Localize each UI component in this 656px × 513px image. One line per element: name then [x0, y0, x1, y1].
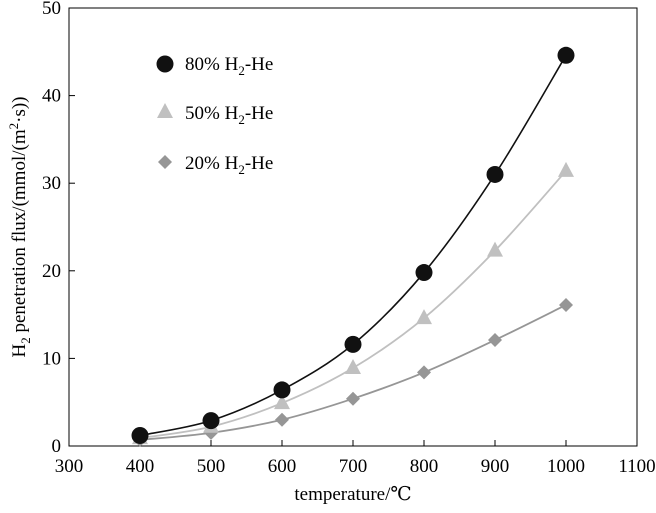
y-tick-label: 0 — [52, 436, 62, 457]
x-tick-label: 600 — [268, 456, 297, 477]
data-point-50 — [345, 359, 361, 375]
data-point-80 — [557, 46, 575, 64]
legend-item-20: 20% H2-He — [158, 153, 273, 177]
data-point-80 — [131, 426, 149, 444]
y-tick-label: 20 — [42, 261, 61, 282]
data-point-20 — [275, 412, 289, 427]
y-tick-label: 50 — [42, 0, 61, 19]
data-point-20 — [488, 333, 502, 348]
data-point-50 — [487, 241, 503, 257]
x-axis-ticks: 300 400 500 600 700 800 900 1000 1100 — [55, 440, 656, 477]
plot-frame — [68, 7, 638, 447]
legend-label-50: 50% H2-He — [185, 103, 273, 127]
y-axis-ticks: 0 10 20 30 40 50 — [42, 0, 75, 457]
y-axis-title-rest: penetration flux/(mmol/(m — [9, 129, 30, 337]
legend-label-20: 20% H2-He — [185, 153, 273, 177]
y-axis-title-subscript: 2 — [18, 337, 33, 344]
legend-marker-50 — [157, 103, 173, 118]
y-axis-title-end: ·s)) — [9, 96, 30, 122]
data-point-80 — [415, 264, 433, 282]
x-tick-label: 1100 — [618, 456, 655, 477]
x-tick-label: 300 — [55, 456, 84, 477]
legend-item-80: 80% H2-He — [156, 54, 273, 78]
data-point-20 — [559, 297, 573, 312]
legend-marker-20 — [158, 155, 172, 169]
data-point-80 — [273, 381, 291, 399]
x-tick-label: 500 — [197, 456, 226, 477]
data-point-20 — [417, 365, 431, 380]
series-80 — [131, 46, 575, 444]
series-layer — [131, 46, 575, 447]
data-point-50 — [416, 309, 432, 325]
y-tick-label: 10 — [42, 348, 61, 369]
y-axis-title-main: H — [9, 344, 30, 358]
x-axis-title: temperature/℃ — [294, 484, 411, 505]
data-point-80 — [486, 165, 504, 183]
legend-marker-80 — [156, 55, 174, 73]
legend-item-50: 50% H2-He — [157, 103, 273, 127]
data-point-50 — [274, 394, 290, 410]
legend: 80% H2-He 50% H2-He 20% H2-He — [156, 54, 273, 177]
x-tick-label: 800 — [410, 456, 439, 477]
data-point-80 — [344, 335, 362, 353]
legend-label-80: 80% H2-He — [185, 54, 273, 78]
y-tick-label: 40 — [42, 86, 61, 107]
x-tick-label: 700 — [339, 456, 368, 477]
data-point-50 — [558, 161, 574, 177]
data-point-20 — [346, 391, 360, 406]
data-point-80 — [202, 412, 220, 430]
x-tick-label: 900 — [481, 456, 510, 477]
y-tick-label: 30 — [42, 173, 61, 194]
x-tick-label: 400 — [126, 456, 155, 477]
x-tick-label: 1000 — [547, 456, 585, 477]
y-axis-title-superscript: 2 — [6, 123, 21, 130]
y-axis-title: H2 penetration flux/(mmol/(m2·s)) — [6, 96, 33, 357]
series-20 — [133, 297, 573, 447]
